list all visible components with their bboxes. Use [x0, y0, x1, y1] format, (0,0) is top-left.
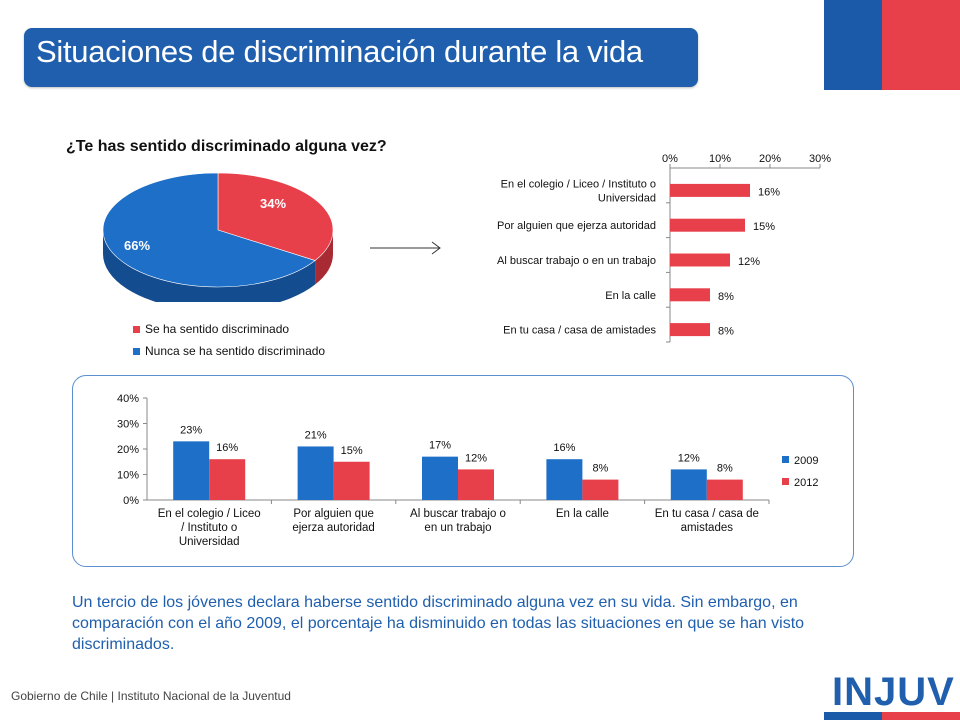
pie-label-blue: 66% [124, 238, 150, 253]
hbar-bar [670, 218, 745, 232]
pie-legend-label-1: Se ha sentido discriminado [145, 322, 290, 336]
vbar-tick-label: 0% [123, 495, 139, 507]
hbar-tick-label: 10% [709, 153, 731, 165]
legend-swatch-red [133, 326, 140, 334]
vbar-bar-2009 [297, 446, 334, 500]
pie-question: ¿Te has sentido discriminado alguna vez? [66, 138, 387, 155]
vbar-tick-label: 30% [117, 419, 139, 431]
flag-blue-block [824, 0, 882, 90]
vbar-bar-2012 [209, 459, 246, 500]
hbar-category-label: Al buscar trabajo o en un trabajo [497, 255, 656, 267]
hbar-bar [670, 323, 710, 337]
pie-chart: 34% 66% [102, 172, 334, 302]
pie-label-red: 34% [260, 196, 286, 211]
vbar-value-label: 8% [592, 463, 608, 475]
vbar-bar-2009 [546, 459, 583, 500]
grouped-bar-chart: 0% 10% 20% 30% 40% 23% 16% En el colegio / Lice… [117, 393, 819, 548]
vbar-tick-label: 20% [117, 444, 139, 456]
vbar-category-label: En la calle [556, 508, 609, 520]
vbar-category-label: Al buscar trabajo o [410, 508, 506, 520]
vbar-bar-2012 [582, 479, 619, 500]
vbar-bar-2012 [333, 461, 370, 500]
hbar-value-label: 15% [753, 221, 775, 233]
vbar-legend-label: 2009 [794, 455, 818, 467]
hbar-tick-label: 20% [759, 153, 781, 165]
pie-slice-blue [102, 172, 316, 288]
hbar-value-label: 16% [758, 186, 780, 198]
pie-legend-label-2: Nunca se ha sentido discriminado [145, 344, 326, 358]
hbar-value-label: 8% [718, 291, 734, 303]
vbar-category-label: En el colegio / Liceo [158, 508, 261, 520]
vbar-value-label: 21% [305, 429, 327, 441]
pie-legend-item-1: Se ha sentido discriminado [133, 322, 289, 336]
hbar-value-label: 8% [718, 326, 734, 338]
grouped-bar-chart-frame [72, 375, 854, 567]
vbar-value-label: 16% [553, 442, 575, 454]
vbar-value-label: 17% [429, 440, 451, 452]
pie-slice-red [217, 172, 334, 261]
vbar-legend-label: 2012 [794, 477, 818, 489]
pie-side-red [315, 230, 333, 285]
vbar-bar-2009 [422, 456, 458, 500]
pie-legend-item-2: Nunca se ha sentido discriminado [133, 344, 325, 358]
hbar-category-label: En tu casa / casa de amistades [503, 325, 656, 337]
vbar-value-label: 12% [465, 452, 487, 464]
hbar-tick-label: 0% [662, 153, 678, 165]
summary-text: Un tercio de los jóvenes declara haberse… [72, 594, 805, 653]
vbar-bar-2012 [706, 479, 743, 500]
hbar-bar [670, 288, 710, 302]
vbar-category-label: en un trabajo [424, 522, 491, 534]
hbar-value-label: 12% [738, 256, 760, 268]
vbar-tick-label: 10% [117, 470, 139, 482]
vbar-value-label: 16% [216, 442, 238, 454]
horizontal-bar-chart: 0% 10% 20% 30% 16% En el colegio / Liceo / In… [497, 153, 831, 343]
vbar-legend-swatch [782, 478, 789, 485]
footer-text: Gobierno de Chile | Instituto Nacional d… [11, 689, 291, 703]
hbar-category-label: En la calle [605, 290, 656, 302]
hbar-bar [670, 183, 750, 197]
hbar-category-label: Por alguien que ejerza autoridad [497, 220, 656, 232]
vbar-value-label: 8% [717, 463, 733, 475]
hbar-category-label: En el colegio / Liceo / Instituto o [501, 178, 656, 190]
vbar-bar-2012 [458, 469, 494, 500]
vbar-value-label: 23% [180, 424, 202, 436]
vbar-legend-swatch [782, 456, 789, 463]
vbar-category-label: / Instituto o [181, 522, 237, 534]
flag-red-block [882, 0, 960, 90]
vbar-value-label: 12% [678, 452, 700, 464]
vbar-tick-label: 40% [117, 393, 139, 405]
title-banner [24, 28, 698, 87]
vbar-bar-2009 [173, 441, 210, 500]
vbar-category-label: amistades [681, 522, 734, 534]
page-title: Situaciones de discriminación durante la… [36, 34, 643, 69]
hbar-bar [670, 253, 730, 267]
vbar-category-label: En tu casa / casa de [655, 508, 759, 520]
injuv-logo: INJUV [832, 670, 955, 714]
vbar-category-label: ejerza autoridad [292, 522, 374, 534]
vbar-category-label: Por alguien que [293, 508, 374, 520]
vbar-value-label: 15% [341, 445, 363, 457]
arrow-icon [370, 241, 441, 255]
vbar-category-label: Universidad [179, 536, 240, 548]
legend-swatch-blue [133, 348, 140, 356]
hbar-tick-label: 30% [809, 153, 831, 165]
pie-side-blue [103, 230, 316, 302]
vbar-bar-2009 [670, 469, 707, 500]
hbar-category-label: Universidad [598, 192, 656, 204]
